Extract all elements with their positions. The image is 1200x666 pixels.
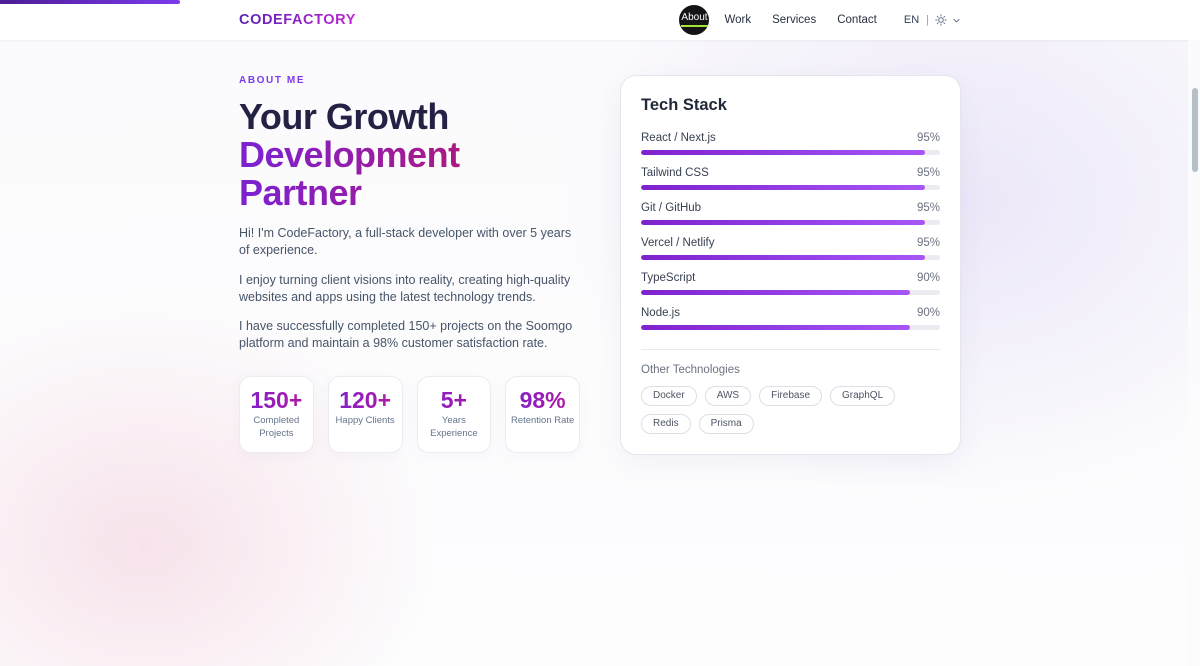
chevron-down-icon bbox=[952, 16, 961, 25]
logo[interactable]: CODEFACTORY bbox=[239, 12, 356, 28]
skill-bar-track bbox=[641, 290, 940, 295]
skill-bar-fill bbox=[641, 150, 926, 155]
skill-percent: 90% bbox=[916, 307, 940, 319]
about-paragraph: Hi! I'm CodeFactory, a full-stack develo… bbox=[239, 226, 572, 258]
stat-value: 120+ bbox=[331, 387, 400, 413]
tech-pill-aws: AWS bbox=[704, 386, 752, 406]
skill-name: Vercel / Netlify bbox=[641, 237, 715, 249]
skill-row-header: Node.js 90% bbox=[641, 307, 940, 319]
skill-bar-track bbox=[641, 325, 940, 330]
tech-pill-redis: Redis bbox=[641, 414, 691, 434]
tech-pill-prisma: Prisma bbox=[698, 414, 754, 434]
stat-label: Years Experience bbox=[430, 415, 478, 440]
skill-name: React / Next.js bbox=[641, 132, 716, 144]
skill-row-header: Vercel / Netlify 95% bbox=[641, 237, 940, 249]
header-right: About Work Services Contact EN | bbox=[679, 5, 961, 35]
scroll-progress-bar bbox=[0, 0, 180, 4]
skill-row-tailwind-css: Tailwind CSS 95% bbox=[641, 167, 940, 190]
stats-row: 150+ Completed Projects 120+ Happy Clien… bbox=[239, 375, 580, 453]
about-paragraph: I enjoy turning client visions into real… bbox=[239, 272, 571, 304]
divider bbox=[641, 349, 940, 350]
skill-row-header: TypeScript 90% bbox=[641, 272, 940, 284]
site-header: CODEFACTORY About Work Services Contact … bbox=[0, 0, 1200, 40]
about-section: ABOUT ME Your Growth Development Partner… bbox=[239, 75, 580, 455]
nav-item-services[interactable]: Services bbox=[772, 14, 817, 26]
skill-percent: 95% bbox=[916, 132, 940, 144]
skill-bar-track bbox=[641, 255, 940, 260]
skill-bar-fill bbox=[641, 255, 926, 260]
skill-row-header: React / Next.js 95% bbox=[641, 132, 940, 144]
separator: | bbox=[926, 14, 929, 26]
skill-bar-fill bbox=[641, 185, 926, 190]
skill-percent: 90% bbox=[916, 272, 940, 284]
skill-name: Node.js bbox=[641, 307, 680, 319]
skill-row-typescript: TypeScript 90% bbox=[641, 272, 940, 295]
skill-row-git-github: Git / GitHub 95% bbox=[641, 202, 940, 225]
language-switcher[interactable]: EN | bbox=[904, 14, 961, 26]
stat-card-retention-rate: 98% Retention Rate bbox=[505, 375, 580, 453]
scrollbar-track[interactable] bbox=[1188, 40, 1200, 666]
nav-item-contact[interactable]: Contact bbox=[837, 14, 877, 26]
main-content: ABOUT ME Your Growth Development Partner… bbox=[239, 75, 961, 455]
nav-about-label: About bbox=[681, 13, 708, 27]
language-label: EN bbox=[903, 14, 920, 26]
skill-row-react-nextjs: React / Next.js 95% bbox=[641, 132, 940, 155]
skill-bar-fill bbox=[641, 290, 911, 295]
skill-name: Tailwind CSS bbox=[641, 167, 709, 179]
other-technologies-title: Other Technologies bbox=[641, 364, 740, 376]
tech-pill-docker: Docker bbox=[641, 386, 697, 406]
stat-label: Happy Clients bbox=[335, 415, 395, 427]
skill-row-nodejs: Node.js 90% bbox=[641, 307, 940, 330]
nav-item-about[interactable]: About bbox=[679, 5, 710, 35]
about-paragraph: I have successfully completed 150+ proje… bbox=[239, 319, 573, 351]
skill-percent: 95% bbox=[916, 167, 940, 179]
skill-name: TypeScript bbox=[641, 272, 696, 284]
about-paragraphs: Hi! I'm CodeFactory, a full-stack develo… bbox=[239, 225, 580, 352]
page-title: Your Growth Development Partner bbox=[239, 98, 580, 211]
stat-card-years-experience: 5+ Years Experience bbox=[416, 375, 492, 453]
stat-card-completed-projects: 150+ Completed Projects bbox=[239, 375, 314, 453]
skill-bar-track bbox=[641, 150, 940, 155]
stat-card-happy-clients: 120+ Happy Clients bbox=[327, 375, 403, 453]
tech-stack-card: Tech Stack React / Next.js 95% Tailwind … bbox=[620, 75, 961, 455]
theme-sun-icon[interactable] bbox=[935, 14, 947, 26]
stat-value: 150+ bbox=[242, 387, 311, 413]
stat-label: Retention Rate bbox=[510, 415, 575, 427]
stat-label: Completed Projects bbox=[253, 415, 300, 440]
skill-bar-track bbox=[641, 220, 940, 225]
skill-percent: 95% bbox=[916, 202, 940, 214]
tech-stack-title: Tech Stack bbox=[641, 96, 727, 114]
skill-bar-fill bbox=[641, 220, 926, 225]
nav-item-work[interactable]: Work bbox=[724, 14, 752, 26]
stat-value: 98% bbox=[508, 387, 577, 413]
title-line-1: Your Growth bbox=[239, 96, 449, 137]
skill-bar-track bbox=[641, 185, 940, 190]
skill-percent: 95% bbox=[916, 237, 940, 249]
skill-row-header: Git / GitHub 95% bbox=[641, 202, 940, 214]
title-line-2: Development Partner bbox=[239, 135, 580, 212]
stat-value: 5+ bbox=[420, 387, 489, 413]
tech-pill-firebase: Firebase bbox=[759, 386, 823, 406]
tech-pill-graphql: GraphQL bbox=[830, 386, 896, 406]
eyebrow-label: ABOUT ME bbox=[239, 75, 306, 86]
skill-name: Git / GitHub bbox=[641, 202, 702, 214]
main-nav: About Work Services Contact bbox=[679, 5, 897, 35]
other-technologies-list: Docker AWS Firebase GraphQL Redis Prisma bbox=[641, 386, 940, 434]
skill-bar-fill bbox=[641, 325, 911, 330]
scrollbar-thumb[interactable] bbox=[1192, 88, 1198, 172]
header-container: CODEFACTORY About Work Services Contact … bbox=[239, 0, 961, 40]
skill-row-header: Tailwind CSS 95% bbox=[641, 167, 940, 179]
skill-row-vercel-netlify: Vercel / Netlify 95% bbox=[641, 237, 940, 260]
